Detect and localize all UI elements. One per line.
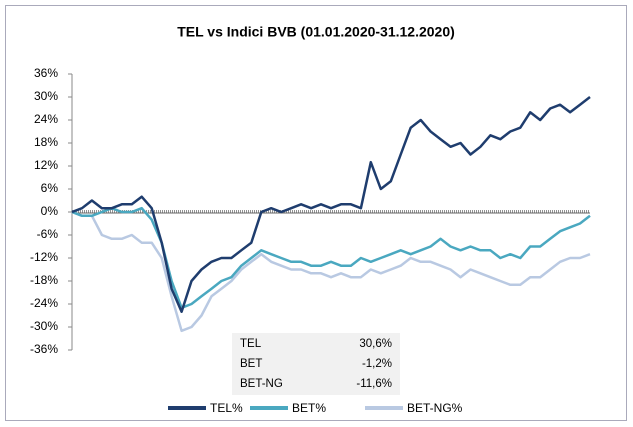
y-tick-label: -30% xyxy=(30,319,58,333)
series-line xyxy=(71,96,591,313)
summary-value: -1,2% xyxy=(362,358,392,370)
y-tick-label: 30% xyxy=(34,89,58,103)
y-tick-label: -24% xyxy=(30,296,58,310)
y-tick-label: 0% xyxy=(41,204,59,218)
y-tick-label: 24% xyxy=(34,112,58,126)
legend-label: BET-NG% xyxy=(407,401,463,415)
y-tick-label: -18% xyxy=(30,273,58,287)
zero-line-ticks xyxy=(72,210,590,213)
y-tick-label: -6% xyxy=(37,227,59,241)
summary-label: BET xyxy=(240,358,262,370)
legend-label: BET% xyxy=(292,401,326,415)
y-tick-label: 18% xyxy=(34,135,58,149)
summary-value: 30,6% xyxy=(359,338,392,350)
y-tick-label: 12% xyxy=(34,158,58,172)
chart-title: TEL vs Indici BVB (01.01.2020-31.12.2020… xyxy=(177,24,455,40)
y-tick-label: -12% xyxy=(30,250,58,264)
legend-label: TEL% xyxy=(210,401,243,415)
y-tick-label: 6% xyxy=(41,181,59,195)
series-line xyxy=(71,210,591,333)
y-tick-label: 36% xyxy=(34,66,58,80)
summary-box xyxy=(232,333,400,395)
summary-label: BET-NG xyxy=(240,378,283,390)
y-tick-label: -36% xyxy=(30,342,58,356)
summary-label: TEL xyxy=(240,338,262,350)
summary-value: -11,6% xyxy=(356,378,392,390)
